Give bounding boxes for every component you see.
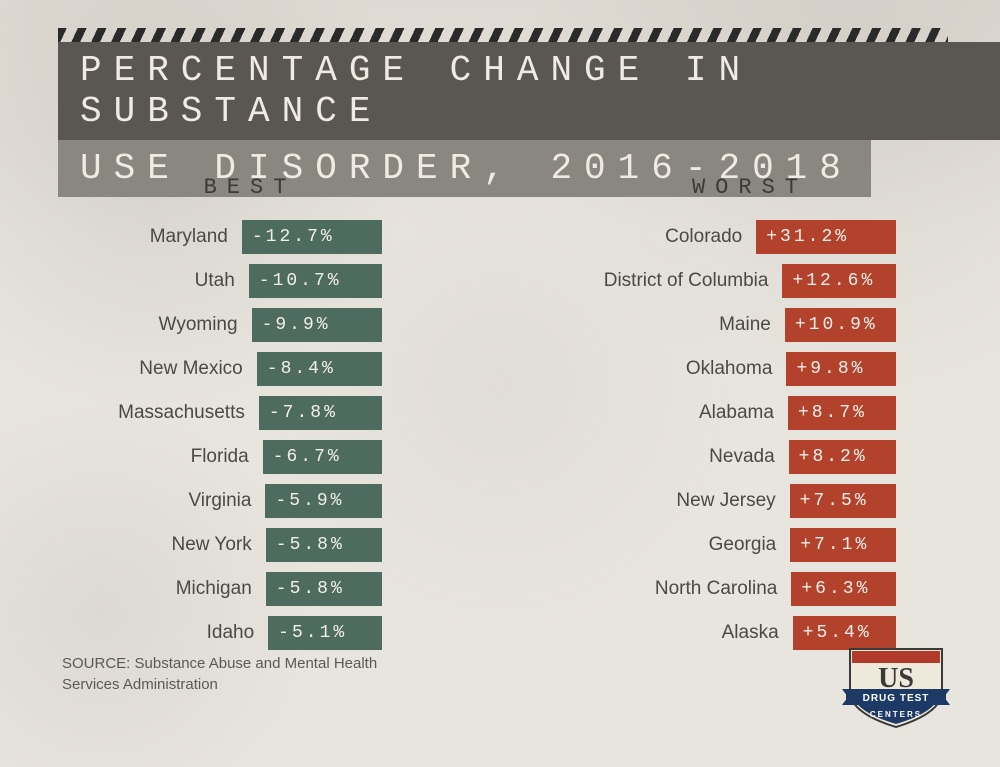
data-row: Georgia+7.1% xyxy=(604,528,897,562)
data-row: Alabama+8.7% xyxy=(604,396,897,430)
value-bar: +7.1% xyxy=(790,528,896,562)
value-bar: -9.9% xyxy=(252,308,382,342)
state-label: Maryland xyxy=(150,226,242,248)
data-row: Nevada+8.2% xyxy=(604,440,897,474)
state-label: Michigan xyxy=(176,578,266,600)
logo-shield-icon: US DRUG TEST CENTERS xyxy=(840,639,952,731)
title-block: PERCENTAGE CHANGE IN SUBSTANCE USE DISOR… xyxy=(58,42,1000,197)
data-row: North Carolina+6.3% xyxy=(604,572,897,606)
value-bar: +10.9% xyxy=(785,308,896,342)
value-bar: +9.8% xyxy=(786,352,896,386)
value-bar: -5.1% xyxy=(268,616,382,650)
value-bar: +12.6% xyxy=(782,264,896,298)
value-bar: -6.7% xyxy=(263,440,382,474)
state-label: New Jersey xyxy=(676,490,789,512)
state-label: District of Columbia xyxy=(604,270,783,292)
value-bar: -8.4% xyxy=(257,352,382,386)
state-label: Alabama xyxy=(699,402,788,424)
state-label: Massachusetts xyxy=(118,402,259,424)
worst-rows: Colorado+31.2% District of Columbia+12.6%… xyxy=(604,220,897,650)
data-row: Maryland-12.7% xyxy=(118,220,382,254)
data-row: New York-5.8% xyxy=(118,528,382,562)
logo-bottom-text: CENTERS xyxy=(870,710,922,719)
best-rows: Maryland-12.7% Utah-10.7% Wyoming-9.9% New … xyxy=(118,220,382,650)
state-label: Oklahoma xyxy=(686,358,787,380)
data-row: Utah-10.7% xyxy=(118,264,382,298)
value-bar: -5.8% xyxy=(266,528,382,562)
value-bar: +6.3% xyxy=(791,572,896,606)
state-label: New York xyxy=(171,534,265,556)
value-bar: -5.8% xyxy=(266,572,382,606)
value-bar: +31.2% xyxy=(756,220,896,254)
state-label: North Carolina xyxy=(655,578,792,600)
data-row: Wyoming-9.9% xyxy=(118,308,382,342)
state-label: Colorado xyxy=(665,226,756,248)
data-row: Idaho-5.1% xyxy=(118,616,382,650)
data-row: Massachusetts-7.8% xyxy=(118,396,382,430)
data-row: Colorado+31.2% xyxy=(604,220,897,254)
state-label: New Mexico xyxy=(139,358,256,380)
logo: US DRUG TEST CENTERS xyxy=(840,639,952,731)
source-text: SOURCE: Substance Abuse and Mental Healt… xyxy=(62,653,382,695)
value-bar: -7.8% xyxy=(259,396,382,430)
title-line-1: PERCENTAGE CHANGE IN SUBSTANCE xyxy=(58,42,1000,140)
data-row: Michigan-5.8% xyxy=(118,572,382,606)
data-row: New Jersey+7.5% xyxy=(604,484,897,518)
value-bar: +8.7% xyxy=(788,396,896,430)
hatched-top-border xyxy=(58,28,948,42)
data-row: Virginia-5.9% xyxy=(118,484,382,518)
worst-header: WORST xyxy=(692,175,808,200)
state-label: Georgia xyxy=(709,534,791,556)
value-bar: -10.7% xyxy=(249,264,382,298)
state-label: Nevada xyxy=(709,446,789,468)
data-row: Maine+10.9% xyxy=(604,308,897,342)
state-label: Virginia xyxy=(188,490,265,512)
state-label: Florida xyxy=(191,446,263,468)
state-label: Utah xyxy=(195,270,249,292)
data-row: Oklahoma+9.8% xyxy=(604,352,897,386)
data-row: New Mexico-8.4% xyxy=(118,352,382,386)
value-bar: +8.2% xyxy=(789,440,897,474)
best-column: BEST Maryland-12.7% Utah-10.7% Wyoming-9.9… xyxy=(0,175,500,650)
worst-column: WORST Colorado+31.2% District of Columbia… xyxy=(500,175,1000,650)
data-row: Florida-6.7% xyxy=(118,440,382,474)
data-row: District of Columbia+12.6% xyxy=(604,264,897,298)
value-bar: -5.9% xyxy=(265,484,381,518)
value-bar: -12.7% xyxy=(242,220,382,254)
logo-ribbon-text: DRUG TEST xyxy=(863,693,930,704)
state-label: Maine xyxy=(719,314,785,336)
best-header: BEST xyxy=(204,175,297,200)
state-label: Wyoming xyxy=(159,314,252,336)
value-bar: +7.5% xyxy=(790,484,897,518)
columns-container: BEST Maryland-12.7% Utah-10.7% Wyoming-9.9… xyxy=(0,175,1000,650)
state-label: Alaska xyxy=(722,622,793,644)
state-label: Idaho xyxy=(207,622,269,644)
